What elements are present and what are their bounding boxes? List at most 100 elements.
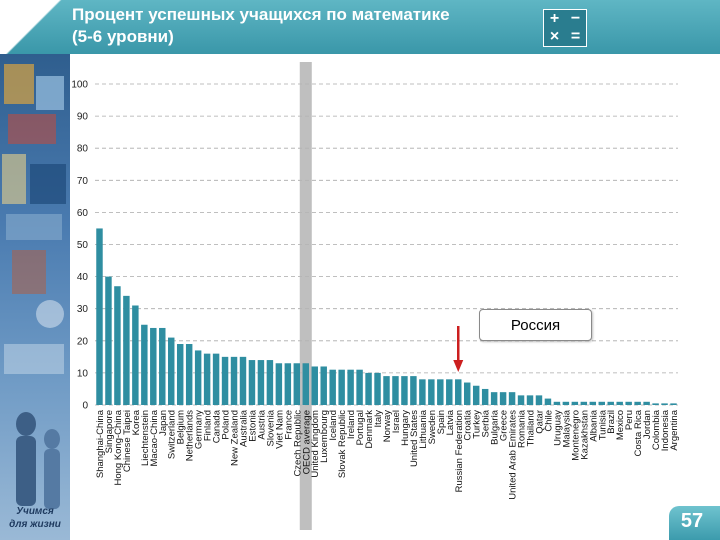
x-tick-label: United Kingdom <box>310 410 321 478</box>
y-tick-label: 60 <box>77 208 89 219</box>
y-tick-label: 10 <box>77 368 89 379</box>
bar <box>419 379 426 405</box>
math-operations-icon: + − × = <box>543 9 587 47</box>
bar <box>589 401 597 405</box>
bar <box>311 366 318 405</box>
bar <box>455 379 462 405</box>
x-tick-label: Kazakhstan <box>579 410 590 460</box>
y-tick-label: 0 <box>82 401 88 412</box>
bar <box>293 363 301 405</box>
x-tick-label: Montenegro <box>570 410 581 461</box>
y-tick-label: 70 <box>77 176 89 187</box>
bar <box>571 401 579 405</box>
bar <box>553 401 561 405</box>
x-tick-label: Australia <box>238 409 249 447</box>
x-tick-label: Qatar <box>534 410 545 434</box>
bar <box>257 360 265 405</box>
bar <box>230 356 238 405</box>
x-tick-label: Chinese Taipei <box>122 410 133 472</box>
x-tick-label: Croatia <box>463 409 474 440</box>
bar <box>338 369 345 405</box>
bar <box>472 385 480 405</box>
bar <box>365 372 372 405</box>
bar <box>176 344 184 405</box>
y-tick-label: 40 <box>77 272 89 283</box>
x-tick-label: Czech Republic <box>292 410 303 477</box>
x-tick-label: Korea <box>131 409 142 435</box>
bar <box>132 305 139 405</box>
russia-callout: Россия <box>479 309 592 341</box>
russia-arrow <box>453 326 464 372</box>
x-tick-label: Jordan <box>642 410 653 439</box>
bar <box>428 379 435 405</box>
x-tick-label: Estonia <box>247 409 258 441</box>
bar <box>598 401 605 405</box>
bar <box>499 392 507 405</box>
x-tick-label: Italy <box>373 410 384 428</box>
bar <box>266 360 274 405</box>
x-tick-label: Netherlands <box>185 410 196 461</box>
x-tick-label: Canada <box>212 409 223 443</box>
bar <box>185 344 193 405</box>
x-tick-label: Ireland <box>346 410 357 439</box>
x-tick-label: Mexico <box>615 410 626 440</box>
bar <box>347 369 354 405</box>
bar <box>463 382 471 405</box>
x-tick-label: Switzerland <box>167 410 178 459</box>
bar <box>203 353 211 405</box>
x-tick-label: Shanghai-China <box>95 409 106 478</box>
x-tick-label: Argentina <box>669 409 680 450</box>
x-tick-label: France <box>283 410 294 440</box>
x-tick-label: Uruguay <box>552 410 563 446</box>
bar <box>221 356 229 405</box>
multiply-sign: × <box>549 28 560 45</box>
sidebar-slogan: Учимся для жизни <box>9 506 61 530</box>
bar <box>446 379 453 405</box>
bar <box>580 401 588 405</box>
bar <box>114 286 121 405</box>
x-tick-label: Latvia <box>445 409 456 435</box>
x-tick-label: Russian Federation <box>454 410 465 492</box>
bar <box>168 337 175 405</box>
bar <box>374 372 381 405</box>
highlight-band <box>299 62 312 530</box>
bar <box>508 392 516 405</box>
bar <box>410 376 417 405</box>
page-number: 57 <box>680 510 704 532</box>
x-tick-label: Denmark <box>364 410 375 449</box>
x-tick-label: Belgium <box>176 410 187 444</box>
bar <box>194 350 202 405</box>
x-tick-label: Costa Rica <box>633 409 644 456</box>
bar <box>320 366 327 405</box>
bar <box>643 401 650 405</box>
bar <box>123 295 130 405</box>
bar <box>526 395 534 405</box>
x-tick-label: Luxembourg <box>319 410 330 463</box>
bars <box>96 228 677 405</box>
bar <box>401 376 408 405</box>
bar <box>437 379 444 405</box>
y-tick-label: 90 <box>77 112 89 123</box>
bar <box>625 401 632 405</box>
bar <box>383 376 390 405</box>
bar <box>616 401 623 405</box>
x-tick-label: Romania <box>517 409 528 448</box>
x-tick-label: OECD average <box>301 410 312 474</box>
x-tick-label: Serbia <box>481 409 492 437</box>
y-tick-label: 20 <box>77 336 89 347</box>
bar <box>284 363 292 405</box>
x-tick-label: Sweden <box>427 410 438 444</box>
x-tick-label: Finland <box>203 410 214 441</box>
sidebar-collage-image <box>2 64 66 509</box>
oecd-average-band <box>299 62 312 530</box>
x-tick-label: Lithuania <box>418 409 429 448</box>
bar <box>141 324 148 405</box>
bar <box>544 398 552 405</box>
bar <box>212 353 220 405</box>
plus-sign: + <box>549 10 560 27</box>
bar <box>670 403 677 405</box>
x-tick-label: Norway <box>382 410 393 442</box>
x-tick-label: Japan <box>158 410 169 436</box>
sidebar-decoration <box>0 54 70 540</box>
header-corner <box>0 0 70 54</box>
